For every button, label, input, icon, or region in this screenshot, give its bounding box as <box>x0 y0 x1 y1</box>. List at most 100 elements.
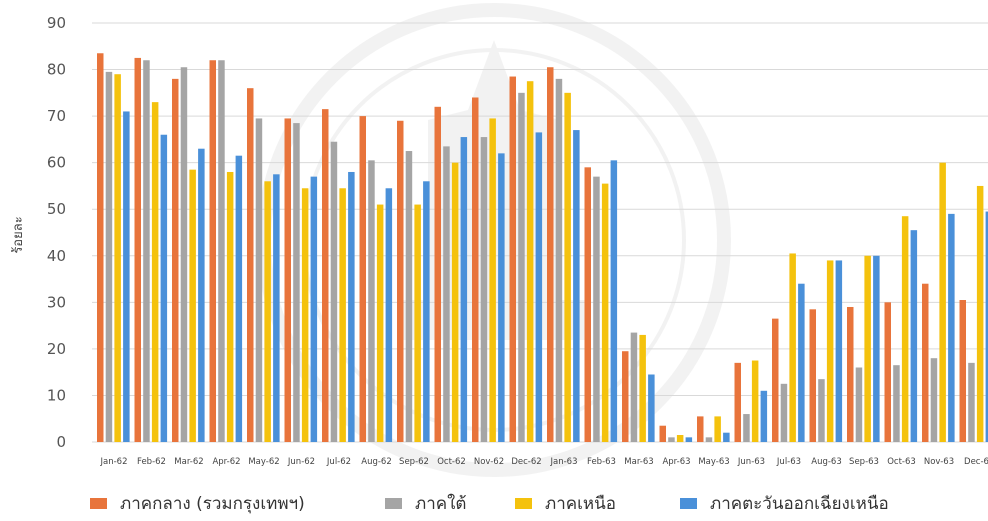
bar <box>922 284 929 442</box>
bar <box>210 60 217 442</box>
x-tick-label: Jan-62 <box>100 457 128 467</box>
bar <box>818 379 825 442</box>
bar <box>668 437 675 442</box>
bar <box>752 361 759 442</box>
x-tick-label: Jun-63 <box>737 457 765 467</box>
bar <box>256 118 263 442</box>
bar <box>377 205 384 442</box>
bar <box>414 205 421 442</box>
legend: ภาคกลาง (รวมกรุงเทพฯ)ภาคใต้ภาคเหนือภาคตะ… <box>90 493 889 514</box>
y-tick-label: 70 <box>47 107 66 125</box>
bar <box>648 374 655 442</box>
legend-swatch <box>90 498 107 509</box>
bar <box>902 216 909 442</box>
x-tick-label: Aug-62 <box>361 457 391 467</box>
bar <box>472 97 479 442</box>
x-tick-label: Dec-6 <box>964 457 988 467</box>
legend-item: ภาคใต้ <box>385 493 466 514</box>
bar <box>293 123 300 442</box>
bar <box>161 135 168 442</box>
bar <box>273 174 280 442</box>
bar <box>761 391 768 442</box>
bar <box>481 137 488 442</box>
bar <box>911 230 918 442</box>
x-tick-label: Feb-63 <box>587 457 616 467</box>
bar <box>686 437 693 442</box>
x-tick-label: Apr-62 <box>212 457 240 467</box>
bar <box>677 435 684 442</box>
legend-item: ภาคกลาง (รวมกรุงเทพฯ) <box>90 494 305 514</box>
bar <box>847 307 854 442</box>
x-tick-label: Oct-63 <box>887 457 916 467</box>
bar <box>593 177 600 442</box>
bar <box>181 67 188 442</box>
x-tick-label: Jul-62 <box>326 457 351 467</box>
y-tick-label: 80 <box>47 61 66 79</box>
bar <box>498 153 505 442</box>
x-tick-label: Dec-62 <box>511 457 541 467</box>
bar <box>611 160 618 442</box>
x-tick-label: May-62 <box>248 457 279 467</box>
bar <box>461 137 468 442</box>
bar <box>302 188 309 442</box>
bar <box>114 74 121 442</box>
x-tick-label: Jan-63 <box>550 457 578 467</box>
legend-label: ภาคเหนือ <box>545 494 616 514</box>
legend-swatch <box>680 498 697 509</box>
y-tick-label: 60 <box>47 154 66 172</box>
bar <box>360 116 367 442</box>
bar <box>123 111 130 442</box>
legend-label: ภาคกลาง (รวมกรุงเทพฯ) <box>120 494 305 514</box>
bar <box>781 384 788 442</box>
bar <box>339 188 346 442</box>
bar <box>939 163 946 442</box>
legend-swatch <box>385 498 402 509</box>
bar <box>810 309 817 442</box>
bar <box>452 163 459 442</box>
bar <box>435 107 442 442</box>
bar <box>631 333 638 442</box>
x-tick-label: Nov-62 <box>474 457 504 467</box>
bar <box>556 79 563 442</box>
bar <box>397 121 404 442</box>
x-tick-label: Sep-62 <box>399 457 429 467</box>
x-tick-label: Jul-63 <box>776 457 801 467</box>
y-tick-label: 20 <box>47 340 66 358</box>
bar <box>735 363 742 442</box>
bar <box>527 81 534 442</box>
y-tick-label: 90 <box>47 14 66 32</box>
bar <box>135 58 142 442</box>
bar <box>706 437 713 442</box>
bar <box>322 109 329 442</box>
bar <box>622 351 629 442</box>
bar <box>968 363 975 442</box>
bar <box>697 416 704 442</box>
x-tick-label: Aug-63 <box>811 457 841 467</box>
y-axis-label: ร้อยละ <box>11 216 26 253</box>
y-tick-label: 10 <box>47 386 66 404</box>
bar <box>348 172 355 442</box>
y-tick-label: 0 <box>56 433 66 451</box>
y-tick-label: 30 <box>47 293 66 311</box>
bar <box>143 60 150 442</box>
legend-swatch <box>515 498 532 509</box>
bar <box>639 335 646 442</box>
bar <box>285 118 292 442</box>
bar <box>827 260 834 442</box>
bar <box>864 256 871 442</box>
bar <box>873 256 880 442</box>
bar <box>536 132 543 442</box>
x-tick-label: Nov-63 <box>924 457 954 467</box>
bar <box>885 302 892 442</box>
bar <box>406 151 413 442</box>
bar <box>573 130 580 442</box>
bar <box>247 88 254 442</box>
bar <box>368 160 375 442</box>
x-tick-label: Apr-63 <box>662 457 690 467</box>
bar <box>489 118 496 442</box>
bar <box>227 172 234 442</box>
bar <box>386 188 393 442</box>
x-tick-label: May-63 <box>698 457 729 467</box>
